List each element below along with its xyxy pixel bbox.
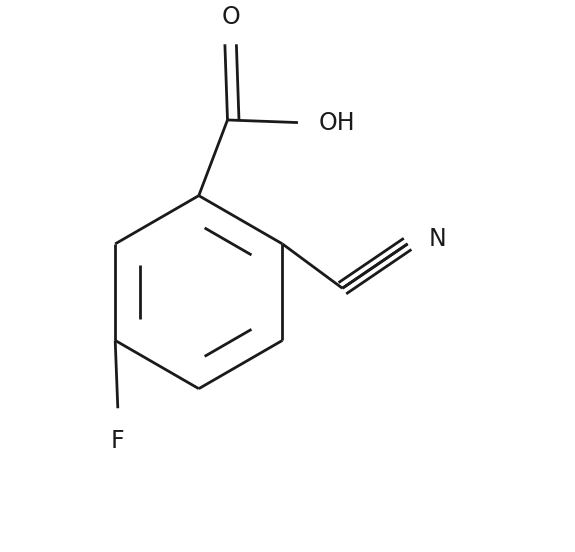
Text: O: O — [221, 4, 240, 29]
Text: F: F — [111, 429, 125, 453]
Text: OH: OH — [319, 110, 355, 135]
Text: N: N — [428, 227, 446, 251]
